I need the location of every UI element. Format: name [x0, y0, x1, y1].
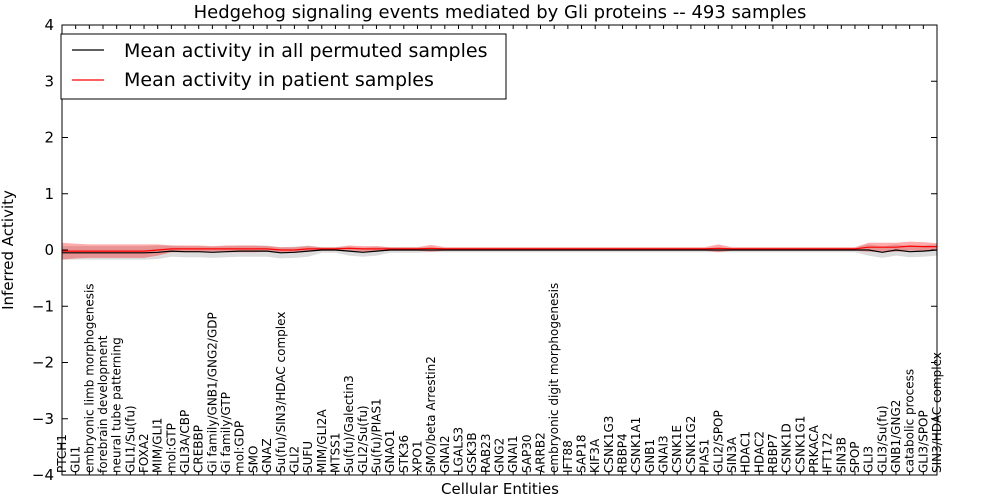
x-tick-label: GLI3 [862, 446, 876, 473]
x-tick-label: CSNK1D [780, 423, 794, 473]
x-tick-label: PRKACA [807, 424, 821, 473]
x-tick-label: MTSS1 [328, 432, 342, 473]
x-tick-label: catabolic process [903, 369, 917, 473]
x-tick-label: Su(fu)/PIAS1 [369, 398, 383, 473]
y-tick-label: 2 [44, 129, 54, 147]
x-tick-label: GNAI3 [657, 435, 671, 473]
x-tick-label: GNAI2 [438, 435, 452, 473]
y-tick-label: 0 [44, 241, 54, 259]
x-tick-label: GLI2/Su(fu) [356, 405, 370, 473]
x-tick-label: MIM/GLI2A [315, 409, 329, 473]
x-tick-label: embryonic limb morphogenesis [82, 283, 96, 473]
series-line-patient [62, 245, 937, 252]
x-tick-label: mol:GTP [164, 423, 178, 473]
x-tick-label: STK36 [397, 435, 411, 473]
x-tick-label: FOXA2 [137, 433, 151, 473]
y-tick-label: −4 [32, 466, 54, 484]
x-tick-label: GLI3/SPOP [916, 410, 930, 473]
x-tick-label: ARRB2 [534, 432, 548, 473]
x-tick-label: SPOP [848, 441, 862, 473]
legend: Mean activity in all permuted samples Me… [60, 33, 507, 100]
x-tick-label: embryonic digit morphogenesis [547, 283, 561, 473]
x-tick-label: GLI1/Su(fu) [123, 405, 137, 473]
x-tick-label: HDAC1 [739, 431, 753, 473]
x-tick-label: SMO [246, 446, 260, 473]
x-tick-label: XPO1 [410, 440, 424, 473]
x-tick-label: GLI2 [287, 446, 301, 473]
legend-box [60, 33, 507, 100]
y-axis-label: Inferred Activity [0, 190, 17, 310]
x-tick-label: GNG2 [493, 438, 507, 473]
x-tick-label: RBBP4 [616, 433, 630, 473]
y-tick-label: 3 [44, 72, 54, 90]
x-tick-label: IFT88 [561, 440, 575, 473]
legend-label-permuted: Mean activity in all permuted samples [124, 40, 487, 62]
y-tick-label: −2 [32, 354, 54, 372]
x-tick-label: GLI3A/CBP [178, 410, 192, 473]
x-tick-label: SUFU [301, 441, 315, 473]
x-tick-label: GLI3/Su(fu) [875, 405, 889, 473]
x-tick-label: SAP18 [575, 434, 589, 473]
x-tick-label: forebrain development [96, 335, 110, 473]
x-tick-label: GNAO1 [383, 430, 397, 473]
x-tick-label: SIN3A [725, 436, 739, 473]
x-tick-label: neural tube patterning [110, 337, 124, 473]
x-tick-label: mol:GDP [233, 421, 247, 473]
x-tick-label: CSNK1G2 [684, 416, 698, 473]
x-tick-label: Gi family/GNB1/GNG2/GDP [205, 312, 219, 473]
x-tick-label: GNB1 [643, 439, 657, 473]
x-tick-label: GLI1 [69, 446, 83, 473]
x-tick-label: KIF3A [588, 438, 602, 473]
x-tick-label: IFT172 [821, 433, 835, 473]
x-tick-label: SIN3/HDAC complex [930, 352, 944, 473]
x-tick-label: SMO/beta Arrestin2 [424, 356, 438, 473]
x-tick-label: GNB1/GNG2 [889, 400, 903, 473]
x-tick-label: HDAC2 [752, 431, 766, 473]
x-tick-label: SAP30 [520, 434, 534, 473]
x-axis-label: Cellular Entities [441, 480, 559, 498]
x-tick-label: RAB23 [479, 433, 493, 473]
y-tick-label: −1 [32, 297, 54, 315]
x-tick-label: SIN3B [834, 437, 848, 473]
x-tick-label: LGALS3 [451, 427, 465, 473]
y-tick-label: 1 [44, 185, 54, 203]
x-tick-label: CSNK1G1 [793, 416, 807, 473]
x-tick-label: MIM/GLI1 [151, 418, 165, 473]
x-tick-label: GNAZ [260, 438, 274, 473]
y-tick-label: 4 [44, 16, 54, 34]
x-tick-label: Gi family/GTP [219, 392, 233, 473]
chart-title: Hedgehog signaling events mediated by Gl… [194, 2, 807, 23]
x-tick-label: Su(fu)/Galectin3 [342, 375, 356, 473]
legend-label-patient: Mean activity in patient samples [124, 69, 434, 91]
x-tick-label: PTCH1 [55, 434, 69, 473]
x-tick-label: PIAS1 [698, 439, 712, 473]
x-tick-label: CSNK1E [670, 425, 684, 473]
x-tick-label: RBBP7 [766, 433, 780, 473]
x-tick-label: CREBBP [192, 425, 206, 473]
x-tick-label: CSNK1A1 [629, 417, 643, 473]
x-tick-label: CSNK1G3 [602, 416, 616, 473]
x-tick-label: GNAI1 [506, 435, 520, 473]
x-tick-label: GSK3B [465, 432, 479, 473]
series-line-permuted [62, 249, 938, 254]
y-tick-label: −3 [32, 410, 54, 428]
x-tick-label: Su(fu)/SIN3/HDAC complex [274, 312, 288, 473]
x-tick-label: GLI2/SPOP [711, 410, 725, 473]
